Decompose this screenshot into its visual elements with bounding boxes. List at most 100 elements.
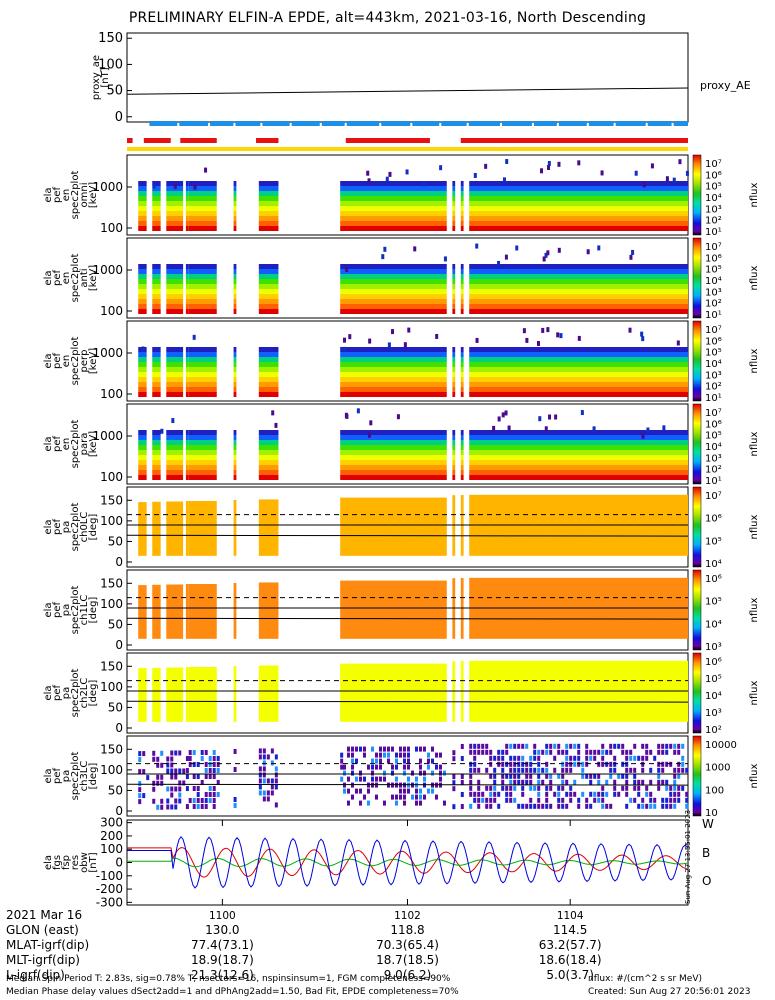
spectrogram-band (342, 475, 447, 480)
spectrogram-band (138, 450, 147, 455)
spectrogram-band (452, 357, 456, 362)
spectrogram-band (452, 460, 456, 465)
pitch-angle-cell (685, 791, 689, 797)
spectrogram-speckle (557, 161, 561, 167)
footer-nflux-units: nflux: #/(cm^2 s sr MeV) (588, 974, 702, 984)
pitch-angle-cell (557, 803, 561, 809)
spectrogram-band (166, 347, 184, 352)
spectrogram-band (469, 226, 688, 231)
pitch-angle-cell (621, 761, 625, 767)
pitch-angle-cell (577, 743, 581, 749)
pitch-angle-cell (346, 746, 350, 752)
pitch-angle-cell (398, 746, 402, 752)
spectrogram-band (460, 387, 464, 392)
pitch-angle-cell (170, 768, 174, 774)
spectrogram-band (460, 430, 464, 435)
pitch-angle-cell (517, 755, 521, 761)
spectrogram-speckle (536, 341, 540, 347)
pitch-angle-cell (609, 773, 613, 779)
spectrogram-band (452, 392, 456, 397)
pitch-angle-cell (677, 749, 681, 755)
pitch-angle-cell (505, 743, 509, 749)
spectrogram-band (233, 362, 237, 367)
pitch-angle-cell (430, 770, 434, 776)
spectrogram-band (152, 347, 161, 352)
spectrogram-band (166, 445, 184, 450)
spectrogram-band (166, 294, 184, 299)
colorbar-tick-label: 10⁴ (705, 619, 722, 630)
spectrogram-band (340, 304, 343, 309)
pitch-angle-cell (216, 779, 220, 785)
y-axis-label-line: ela (43, 187, 54, 202)
spectrogram-band (469, 181, 688, 186)
pitch-angle-cell (501, 773, 505, 779)
pitch-angle-cell (174, 804, 178, 810)
pitch-angle-cell (200, 749, 204, 755)
pitch-angle-cell (681, 755, 685, 761)
spectrogram-band (166, 274, 184, 279)
spectrogram-band (138, 392, 147, 397)
spectrogram-band (460, 357, 464, 362)
pitch-angle-cell (460, 779, 464, 785)
spectrogram-band (138, 465, 147, 470)
colorbar-tick-label: 10⁴ (705, 691, 722, 702)
pitch-angle-cell (418, 770, 422, 776)
pitch-angle-cell (661, 761, 665, 767)
spectrogram-band (342, 221, 447, 226)
pitch-angle-cell (452, 750, 456, 756)
pitch-angle-cell (166, 804, 170, 810)
pitch-angle-cell (545, 767, 549, 773)
pitch-angle-cell (358, 770, 362, 776)
spectrogram-band (152, 455, 161, 460)
pitch-angle-cell (593, 791, 597, 797)
y-axis-label-line: pef (52, 187, 63, 204)
spectrogram-band (258, 352, 279, 357)
spectrogram-band (188, 186, 217, 191)
spectrogram-band (185, 304, 189, 309)
spectrogram-band (138, 274, 147, 279)
pitch-angle-cell (573, 791, 577, 797)
pitch-angle-cell (178, 780, 182, 786)
pitch-angle-cell (138, 757, 142, 763)
pitch-angle-cell (438, 770, 442, 776)
pitch-angle-cell (517, 803, 521, 809)
pitch-angle-cell (442, 770, 446, 776)
pitch-angle-cell (597, 749, 601, 755)
pitch-angle-cell (513, 779, 517, 785)
pitch-angle-cell (649, 767, 653, 773)
spectrogram-band (460, 299, 464, 304)
spectrogram-band (188, 352, 217, 357)
pitch-angle-cell (649, 797, 653, 803)
spectrogram-band (185, 450, 189, 455)
orbit-bar-blue (210, 121, 234, 126)
pitch-angle-cell (182, 780, 186, 786)
pitch-angle-cell (192, 749, 196, 755)
y-tick-label: 50 (108, 700, 123, 714)
pitch-angle-fill (342, 580, 447, 639)
pitch-angle-cell (473, 761, 477, 767)
spectrogram-band (342, 279, 447, 284)
spectrogram-speckle (542, 256, 546, 262)
spectrogram-speckle (597, 245, 601, 251)
spectrogram-band (188, 435, 217, 440)
pitch-angle-cell (156, 762, 160, 768)
y-tick-label: 100 (100, 514, 123, 528)
spectrogram-band (138, 284, 147, 289)
spectrogram-band (185, 211, 189, 216)
spectrogram-band (460, 186, 464, 191)
pitch-angle-cell (685, 803, 689, 809)
y-axis-label-line: obw (79, 852, 90, 873)
pitch-angle-cell (601, 785, 605, 791)
y-tick-label: 0 (115, 110, 123, 125)
spectrogram-speckle (403, 342, 407, 348)
spectrogram-band (342, 196, 447, 201)
pitch-angle-fill (138, 502, 147, 556)
spectrogram-band (342, 460, 447, 465)
pitch-angle-cell (545, 797, 549, 803)
orbit-bar-blue (321, 121, 345, 126)
pitch-angle-cell (505, 773, 509, 779)
pitch-angle-cell (362, 776, 366, 782)
pitch-angle-cell (549, 773, 553, 779)
pitch-angle-cell (513, 773, 517, 779)
